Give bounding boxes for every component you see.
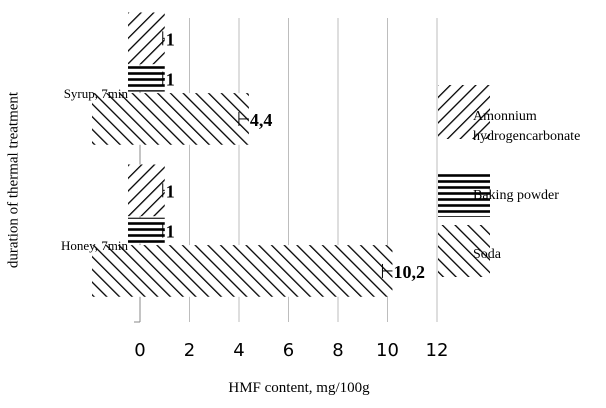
data-label: 4,4 <box>250 110 273 130</box>
x-tick-label: 8 <box>332 340 343 361</box>
legend: Amonnium hydrogencarbonate Baking powder So… <box>438 85 580 277</box>
bar <box>92 93 249 145</box>
x-tick-label: 10 <box>376 340 399 361</box>
data-label: 1 <box>166 222 175 242</box>
legend-swatch <box>438 85 490 139</box>
bars: 10,2 1 1 4,4 1 1 <box>92 12 425 297</box>
data-label: 10,2 <box>393 262 425 282</box>
x-tick-label: 4 <box>233 340 244 361</box>
legend-swatch <box>438 225 490 277</box>
data-label: 1 <box>166 181 175 201</box>
legend-label: Amonnium <box>473 109 537 124</box>
x-tick-label: 6 <box>283 340 294 361</box>
category-labels: Honey, 7min Syrup, 7min <box>61 86 129 253</box>
legend-label: Baking powder <box>473 188 559 203</box>
legend-label: Soda <box>473 247 502 262</box>
x-tick-label: 2 <box>184 340 195 361</box>
y-axis-title: duration of thermal treatment <box>5 91 22 269</box>
x-tick-label: 0 <box>134 340 145 361</box>
bar <box>128 217 165 244</box>
category-label: Honey, 7min <box>61 238 129 253</box>
legend-swatch <box>438 172 490 217</box>
bar <box>128 164 165 217</box>
bar <box>128 65 165 92</box>
data-label: 1 <box>166 29 175 49</box>
x-axis-title: HMF content, mg/100g <box>228 380 370 396</box>
x-tick-labels: 0 2 4 6 8 10 12 <box>134 340 448 361</box>
category-label: Syrup, 7min <box>64 86 129 101</box>
data-label: 1 <box>166 70 175 90</box>
legend-label: hydrogencarbonate <box>473 129 580 144</box>
x-tick-label: 12 <box>426 340 449 361</box>
bar <box>128 12 165 65</box>
bar <box>92 245 393 297</box>
